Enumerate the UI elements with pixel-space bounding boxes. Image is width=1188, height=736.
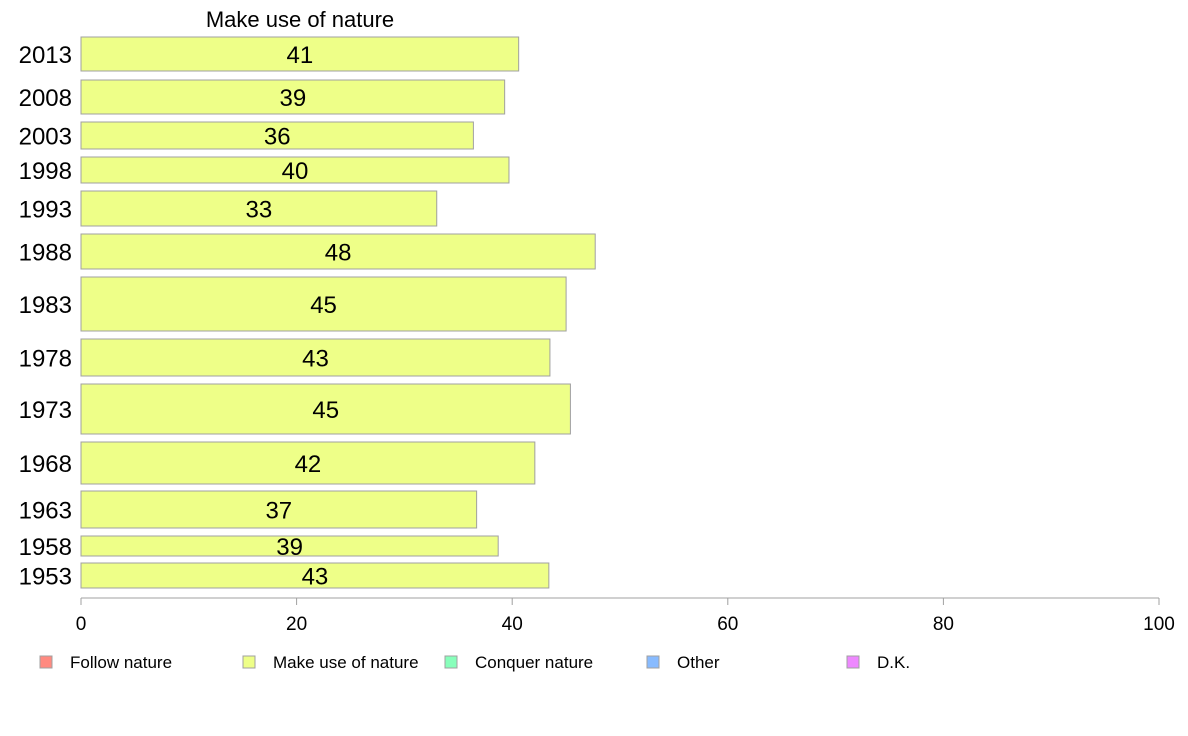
y-label-2003: 2003 <box>19 124 72 151</box>
value-label-2008: 39 <box>279 85 306 112</box>
bars-group: 2013 41 2008 39 2003 36 1998 40 1993 33 1988 48 1983… <box>19 36 596 591</box>
x-tick-label-60: 60 <box>717 614 738 635</box>
bar-2003 <box>80 121 474 150</box>
legend-swatch-3 <box>646 655 660 669</box>
bar-1978 <box>80 338 551 377</box>
bar-1998 <box>80 156 510 184</box>
y-label-1963: 1963 <box>19 498 72 525</box>
value-label-1973: 45 <box>312 397 339 424</box>
bar-1993 <box>80 190 438 227</box>
legend-label-3: Other <box>677 653 720 672</box>
bar-1983 <box>80 276 567 332</box>
chart-title: Make use of nature <box>206 7 394 32</box>
y-label-1973: 1973 <box>19 397 72 424</box>
y-label-1998: 1998 <box>19 158 72 185</box>
legend-swatch-4 <box>846 655 860 669</box>
legend-label-0: Follow nature <box>70 653 172 672</box>
value-label-1968: 42 <box>295 451 322 478</box>
value-label-1988: 48 <box>325 240 352 267</box>
y-label-1988: 1988 <box>19 240 72 267</box>
value-label-1993: 33 <box>246 197 273 224</box>
value-label-1978: 43 <box>302 346 329 373</box>
bar-1973 <box>80 383 571 435</box>
legend-label-4: D.K. <box>877 653 910 672</box>
legend-label-2: Conquer nature <box>475 653 593 672</box>
bar-1953 <box>80 562 550 589</box>
value-label-1998: 40 <box>282 158 309 185</box>
bar-1968 <box>80 441 536 485</box>
x-tick-label-80: 80 <box>933 614 954 635</box>
y-label-1978: 1978 <box>19 346 72 373</box>
y-label-1953: 1953 <box>19 564 72 591</box>
value-label-2003: 36 <box>264 124 291 151</box>
bar-2013 <box>80 36 520 72</box>
bar-1963 <box>80 490 478 529</box>
bar-2008 <box>80 79 506 115</box>
value-label-1983: 45 <box>310 292 337 319</box>
x-axis: 0 20 40 60 80 100 <box>76 597 1175 635</box>
legend: Follow nature Make use of nature Conquer n… <box>39 653 910 672</box>
value-label-1953: 43 <box>302 564 329 591</box>
legend-swatch-1 <box>242 655 256 669</box>
y-label-1993: 1993 <box>19 197 72 224</box>
y-label-2008: 2008 <box>19 85 72 112</box>
legend-swatch-2 <box>444 655 458 669</box>
x-tick-label-100: 100 <box>1143 614 1175 635</box>
y-label-1958: 1958 <box>19 534 72 561</box>
y-label-1968: 1968 <box>19 451 72 478</box>
legend-label-1: Make use of nature <box>273 653 419 672</box>
y-label-2013: 2013 <box>19 42 72 69</box>
x-tick-label-20: 20 <box>286 614 307 635</box>
legend-swatch-0 <box>39 655 53 669</box>
x-tick-label-0: 0 <box>76 614 87 635</box>
value-label-2013: 41 <box>286 42 313 69</box>
y-label-1983: 1983 <box>19 292 72 319</box>
value-label-1958: 39 <box>276 534 303 561</box>
x-tick-label-40: 40 <box>502 614 523 635</box>
bar-1988 <box>80 233 596 270</box>
value-label-1963: 37 <box>265 498 292 525</box>
bar-1958 <box>80 535 499 557</box>
